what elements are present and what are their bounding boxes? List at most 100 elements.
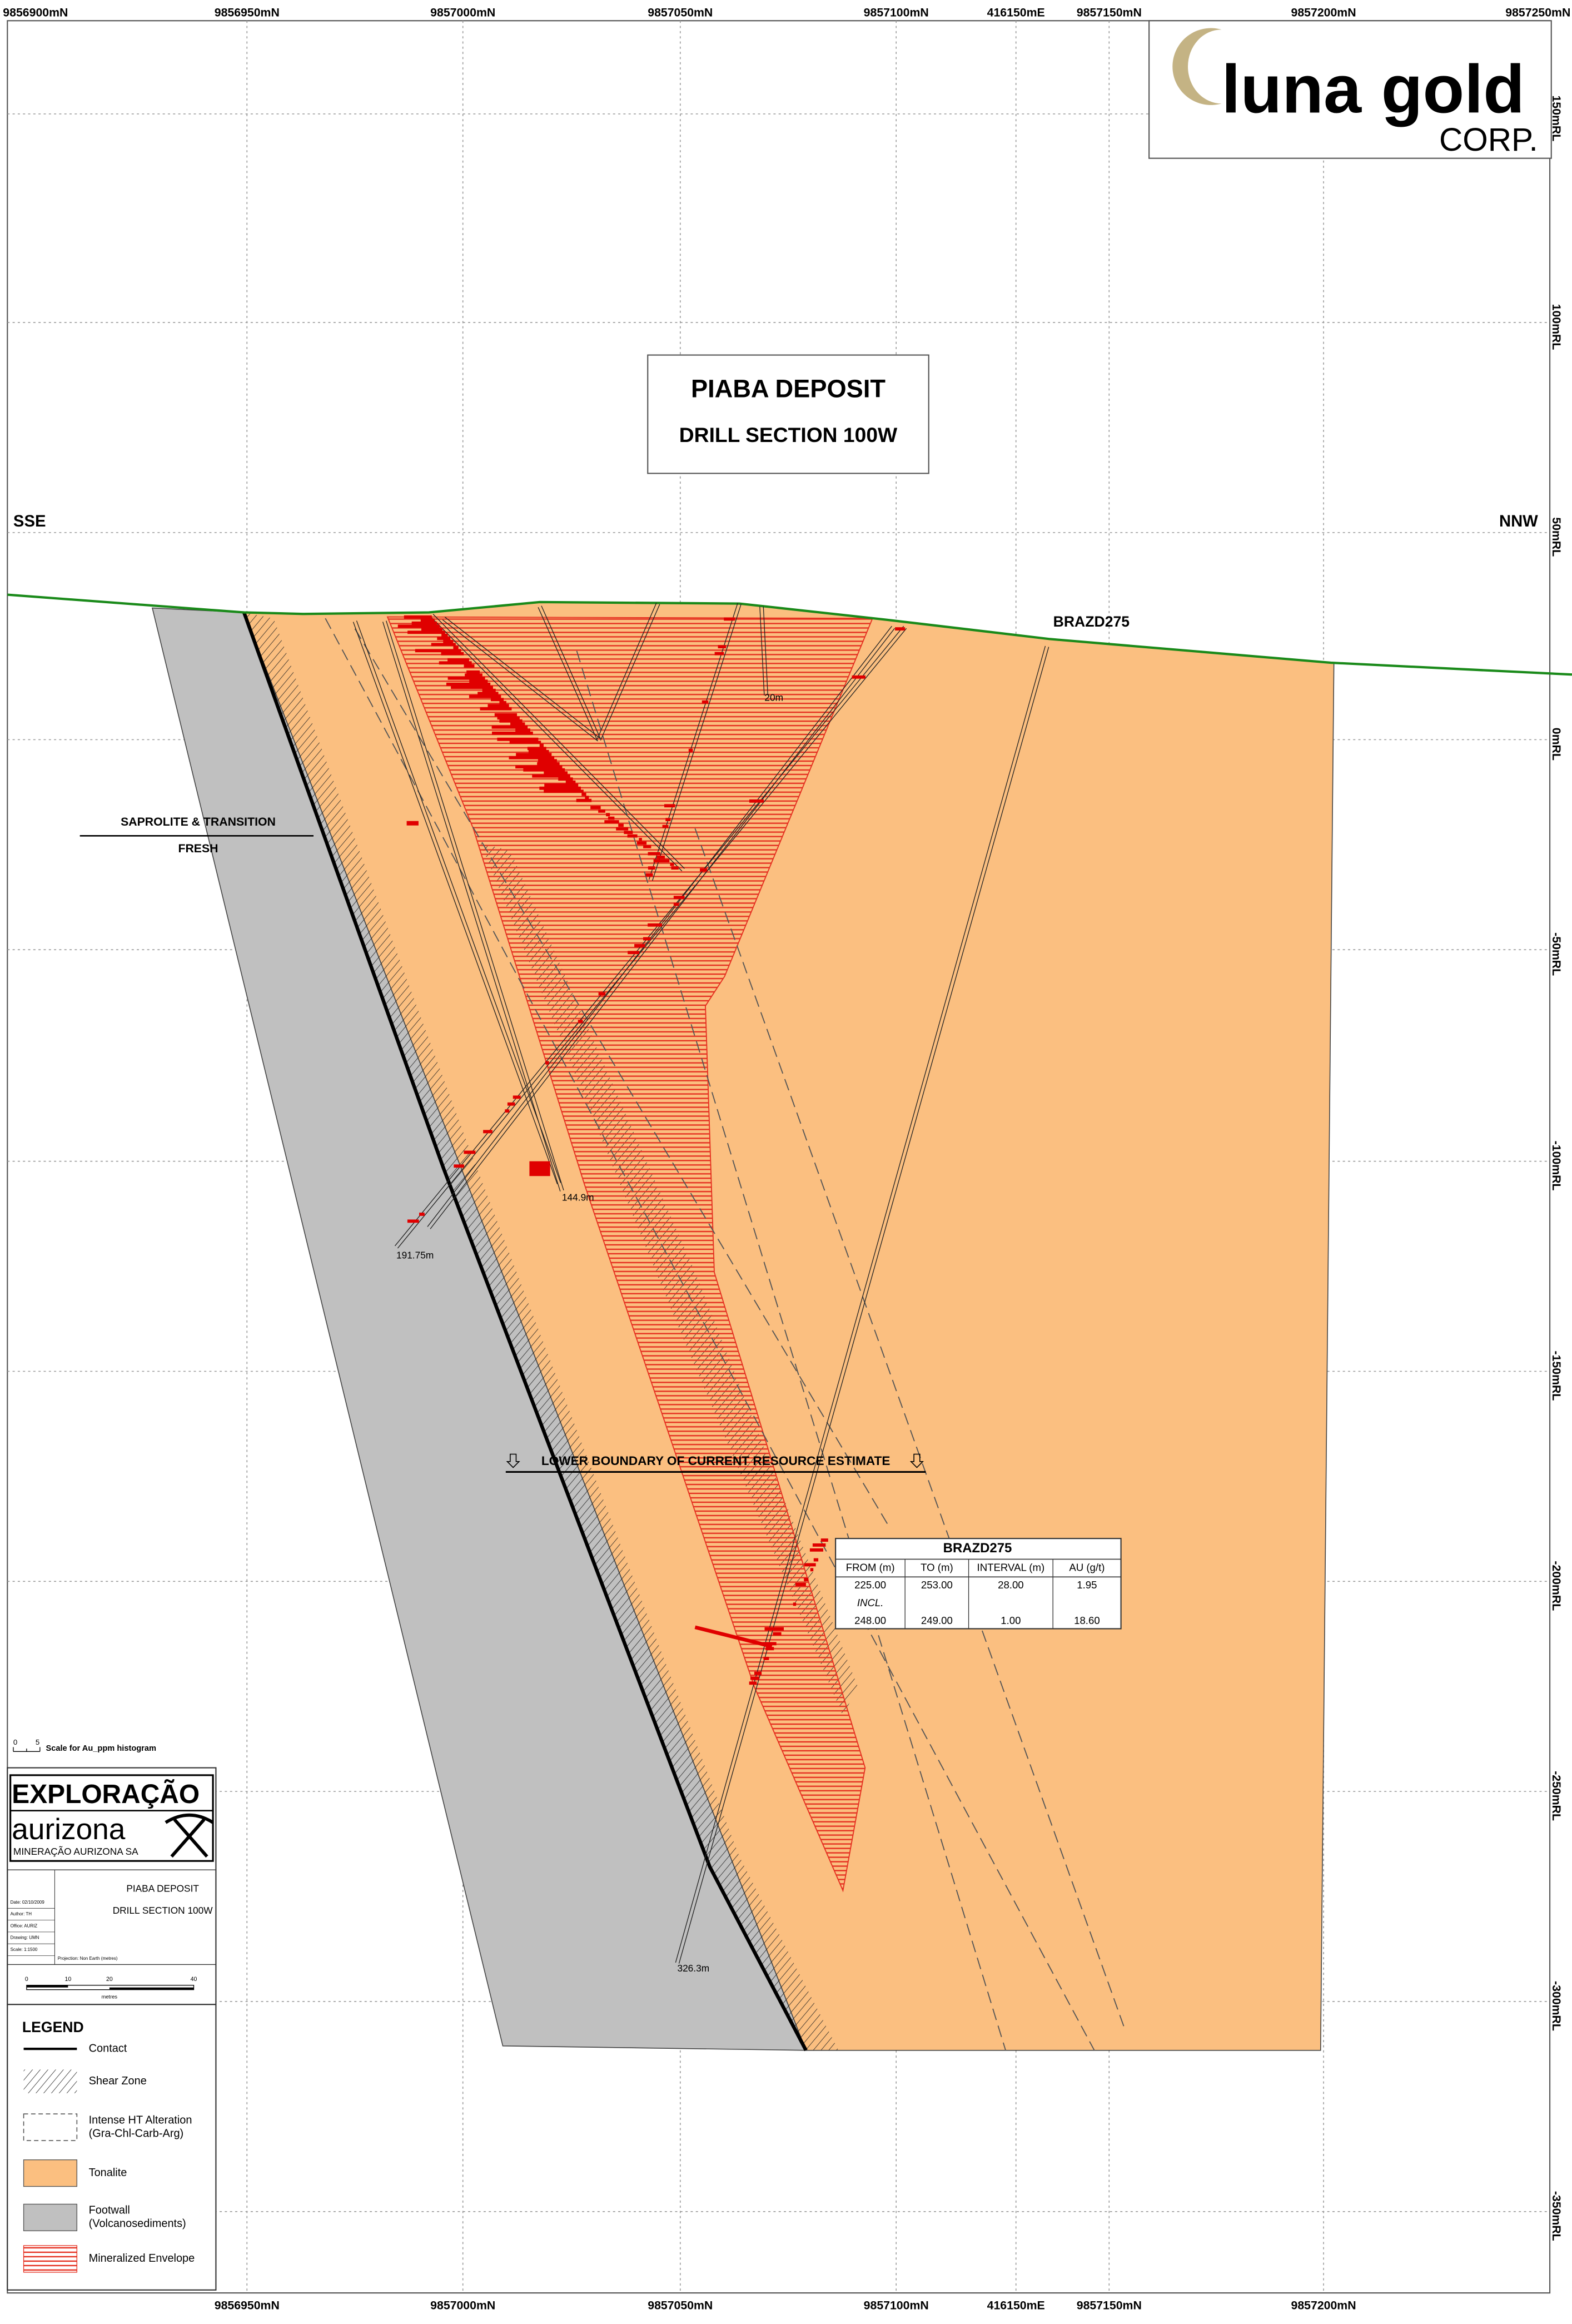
- table-header: TO (m): [921, 1561, 953, 1573]
- au-histogram-bar: [494, 713, 518, 717]
- logo-word: luna: [1221, 51, 1361, 127]
- shear-zone: [243, 612, 839, 2050]
- table-title: BRAZD275: [943, 1541, 1012, 1556]
- au-histogram-bar: [407, 1219, 419, 1223]
- au-histogram-bar: [576, 798, 592, 802]
- au-histogram-bar: [643, 845, 651, 848]
- block-field: Drawing: UMN: [11, 1935, 39, 1940]
- au-histogram-bar: [812, 1543, 826, 1547]
- au-histogram-bar: [510, 722, 525, 726]
- zone-label: SAPROLITE & TRANSITION: [121, 815, 276, 828]
- au-histogram-bar: [515, 728, 531, 732]
- mineralized-envelope: [386, 616, 874, 1893]
- au-histogram-bar: [539, 743, 544, 747]
- table-cell: 253.00: [921, 1579, 953, 1591]
- au-histogram-bar: [627, 834, 638, 838]
- au-histogram-bar: [804, 1563, 816, 1567]
- legend-symbol: [23, 2203, 78, 2232]
- table-cell: INCL.: [857, 1597, 884, 1608]
- au-histogram-bar: [527, 747, 546, 751]
- legend-label: Footwall: [89, 2204, 130, 2217]
- au-histogram-bar: [466, 670, 480, 674]
- au-histogram-bar: [764, 1627, 784, 1631]
- au-histogram-bar: [497, 716, 520, 720]
- au-histogram-bar: [895, 627, 906, 631]
- au-histogram-bar: [598, 809, 605, 813]
- au-histogram-bar: [454, 1164, 465, 1168]
- au-histogram-bar: [645, 873, 653, 877]
- au-histogram-bar: [662, 825, 669, 828]
- drill-hole: [432, 614, 685, 869]
- legend-label: Mineralized Envelope: [89, 2252, 195, 2265]
- au-histogram-bar: [754, 1671, 762, 1675]
- grid-label: 9857050mN: [648, 6, 713, 19]
- table-cell: 248.00: [854, 1615, 886, 1626]
- frame: [7, 20, 1551, 2294]
- au-histogram-bar: [441, 633, 448, 637]
- logo-crescent: [1172, 28, 1222, 105]
- grid-label: 9857250mN: [1505, 6, 1570, 19]
- au-histogram-bar: [406, 821, 419, 826]
- grid-label: 416150mE: [987, 2299, 1045, 2312]
- au-histogram-bar: [439, 661, 472, 665]
- au-histogram-bar: [648, 923, 662, 927]
- au-histogram-bar: [688, 748, 693, 752]
- au-histogram-bar: [397, 624, 440, 628]
- scale-text: Scale for Au_ppm histogram: [46, 1744, 156, 1753]
- au-histogram-bar: [465, 673, 482, 677]
- grid-label: 9857150mN: [1077, 6, 1142, 19]
- au-histogram-bar: [446, 682, 491, 686]
- au-histogram-bar: [765, 1647, 774, 1651]
- grid-label: -200mRL: [1550, 1561, 1563, 1611]
- legend-title: LEGEND: [22, 2019, 84, 2035]
- au-histogram-bar: [537, 762, 560, 766]
- au-histogram-bar: [443, 639, 454, 643]
- table-cell: 18.60: [1074, 1615, 1100, 1626]
- au-histogram-bar: [762, 1642, 777, 1646]
- drill-hole: [430, 616, 683, 872]
- block-field: Author: TH: [11, 1911, 32, 1916]
- block-field: Date: 02/10/2009: [11, 1900, 45, 1905]
- drill-hole: [678, 647, 1049, 1964]
- au-histogram-bar: [499, 719, 523, 723]
- orientation: SSE: [13, 513, 46, 530]
- au-histogram-bar: [634, 943, 645, 947]
- drill-hole: [356, 620, 561, 1183]
- au-histogram-bar: [513, 1095, 521, 1099]
- au-histogram-bar: [499, 701, 506, 704]
- au-histogram-bar: [718, 645, 727, 649]
- au-histogram-bar: [558, 777, 573, 781]
- legend-label: (Gra-Chl-Carb-Arg): [89, 2127, 184, 2139]
- au-histogram-bar: [407, 630, 445, 634]
- alteration-boundary: [354, 628, 888, 1524]
- scale-tick: 0: [25, 1976, 28, 1983]
- au-histogram-bar: [648, 852, 660, 856]
- au-histogram-bar: [447, 676, 485, 680]
- grid-label: 9856900mN: [3, 6, 68, 19]
- legend-symbol: [23, 2159, 78, 2187]
- grid-label: -300mRL: [1550, 1981, 1563, 2031]
- drill-hole: [430, 628, 895, 1229]
- logo-word: gold: [1381, 51, 1525, 127]
- au-histogram-bar: [598, 992, 606, 996]
- legend-label: Contact: [89, 2042, 127, 2054]
- au-histogram-bar: [700, 868, 708, 872]
- au-histogram-bar: [441, 652, 464, 656]
- drill-hole: [395, 625, 904, 1247]
- legend-symbol: [23, 2113, 78, 2141]
- au-histogram-bar: [606, 813, 610, 817]
- au-histogram-bar: [671, 866, 679, 870]
- au-histogram-bar: [477, 692, 499, 696]
- drill-hole: [386, 620, 564, 1191]
- au-histogram-bar: [480, 707, 512, 711]
- au-histogram-bar: [616, 827, 629, 831]
- scale-unit: metres: [102, 1994, 118, 1999]
- grid-label: 9857200mN: [1291, 2299, 1356, 2312]
- au-histogram-bar: [639, 838, 642, 841]
- grid-label: 50mRL: [1550, 517, 1563, 557]
- table-header: INTERVAL (m): [977, 1561, 1045, 1573]
- au-histogram-bar: [636, 841, 647, 845]
- scale-tick: 0: [13, 1738, 17, 1746]
- grid-label: -150mRL: [1550, 1351, 1563, 1401]
- au-histogram-bar: [724, 617, 735, 621]
